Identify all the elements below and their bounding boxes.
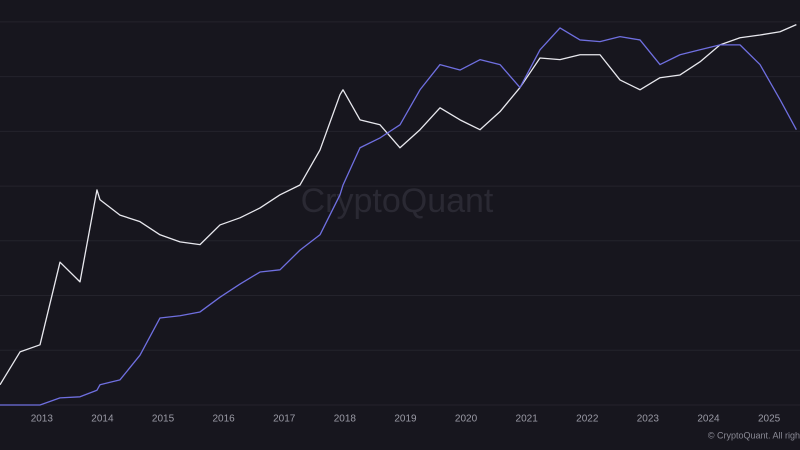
x-tick-label: 2023 bbox=[637, 414, 660, 425]
series-line bbox=[0, 24, 797, 386]
x-tick-label: 2021 bbox=[516, 414, 539, 425]
x-tick-label: 2020 bbox=[455, 414, 478, 425]
x-tick-label: 2017 bbox=[273, 414, 296, 425]
series-line bbox=[0, 27, 797, 406]
watermark: CryptoQuant bbox=[301, 182, 494, 220]
x-tick-label: 2025 bbox=[758, 414, 781, 425]
x-tick-label: 2018 bbox=[334, 414, 357, 425]
x-tick-label: 2019 bbox=[394, 414, 417, 425]
x-tick-label: 2014 bbox=[91, 414, 114, 425]
x-tick-label: 2016 bbox=[213, 414, 236, 425]
x-tick-label: 2015 bbox=[152, 414, 175, 425]
x-tick-label: 2013 bbox=[31, 414, 54, 425]
x-tick-label: 2024 bbox=[697, 414, 720, 425]
x-tick-label: 2022 bbox=[576, 414, 599, 425]
footer: © CryptoQuant. All righ bbox=[708, 430, 800, 440]
